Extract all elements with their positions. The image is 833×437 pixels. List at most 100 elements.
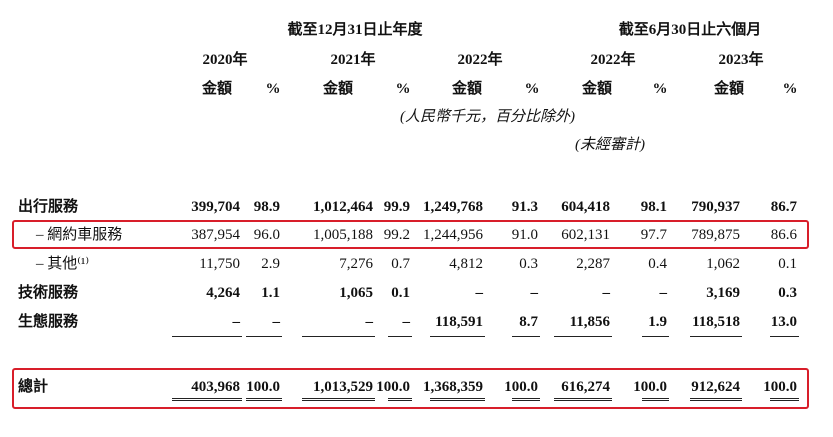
table-cell: 99.9	[383, 199, 410, 215]
table-cell: 1,249,768	[423, 199, 483, 215]
year-header-2023-h1: 2023年	[718, 52, 764, 68]
subtotal-rule	[642, 336, 669, 337]
total-double-rule	[430, 398, 485, 401]
total-cell: 1,368,359	[423, 379, 483, 395]
table-cell: 1,244,956	[423, 227, 483, 243]
table-cell: 4,264	[206, 285, 240, 301]
table-cell: 0.3	[519, 256, 538, 272]
total-cell: 100.0	[504, 379, 538, 395]
unit-note: (人民幣千元，百分比除外)	[400, 109, 575, 125]
total-double-rule	[388, 398, 412, 401]
table-cell: 96.0	[253, 227, 280, 243]
table-cell: –	[365, 314, 374, 330]
subtotal-rule	[690, 336, 742, 337]
table-cell: –	[272, 314, 281, 330]
total-double-rule	[554, 398, 612, 401]
subtotal-rule	[430, 336, 485, 337]
total-double-rule	[770, 398, 799, 401]
table-cell: –	[402, 314, 411, 330]
subtotal-rule	[770, 336, 799, 337]
period-full-year-header: 截至12月31日止年度	[287, 22, 423, 38]
subtotal-rule	[172, 336, 242, 337]
col-amount-2023-h1: 金額	[713, 81, 744, 97]
table-cell: 602,131	[561, 227, 610, 243]
table-cell: 4,812	[449, 256, 483, 272]
year-header-2022: 2022年	[457, 52, 503, 68]
table-cell: 2.9	[261, 256, 280, 272]
total-double-rule	[512, 398, 540, 401]
total-cell: 100.0	[376, 379, 410, 395]
total-label: 總計	[18, 379, 49, 395]
table-cell: 118,518	[692, 314, 740, 330]
table-cell: 1,012,464	[313, 199, 373, 215]
total-cell: 403,968	[191, 379, 240, 395]
highlight-box-ride-hailing	[12, 220, 809, 249]
table-cell: 91.3	[511, 199, 538, 215]
table-cell: –	[475, 285, 484, 301]
period-half-year-header: 截至6月30日止六個月	[618, 22, 762, 38]
row-label: 技術服務	[18, 285, 79, 301]
unaudited-note: (未經審計)	[575, 137, 645, 153]
table-cell: 1,062	[706, 256, 740, 272]
table-cell: 1,065	[339, 285, 373, 301]
total-double-rule	[642, 398, 669, 401]
table-cell: –	[530, 285, 539, 301]
total-double-rule	[246, 398, 282, 401]
table-cell: –	[602, 285, 611, 301]
table-cell: 789,875	[691, 227, 740, 243]
table-cell: 98.9	[253, 199, 280, 215]
table-cell: 8.7	[519, 314, 538, 330]
row-label: – 網約車服務	[36, 227, 123, 243]
table-cell: 1.9	[648, 314, 667, 330]
table-cell: 0.1	[778, 256, 797, 272]
col-pct-2022: %	[524, 81, 540, 97]
total-double-rule	[172, 398, 242, 401]
table-cell: 91.0	[511, 227, 538, 243]
table-cell: 97.7	[640, 227, 667, 243]
col-amount-2020: 金額	[201, 81, 232, 97]
table-cell: 99.2	[383, 227, 410, 243]
col-amount-2021: 金額	[322, 81, 353, 97]
total-cell: 100.0	[763, 379, 797, 395]
table-cell: 98.1	[640, 199, 667, 215]
col-pct-2022-h1: %	[652, 81, 668, 97]
subtotal-rule	[554, 336, 612, 337]
table-cell: –	[659, 285, 668, 301]
table-cell: 790,937	[691, 199, 740, 215]
row-label: – 其他⁽¹⁾	[36, 256, 90, 272]
total-cell: 912,624	[691, 379, 740, 395]
row-label: 出行服務	[18, 199, 79, 215]
table-cell: 604,418	[561, 199, 610, 215]
table-cell: 0.3	[778, 285, 797, 301]
table-cell: 399,704	[191, 199, 240, 215]
table-cell: 0.7	[391, 256, 410, 272]
total-cell: 100.0	[633, 379, 667, 395]
total-double-rule	[690, 398, 742, 401]
subtotal-rule	[302, 336, 375, 337]
row-label: 生態服務	[18, 314, 79, 330]
col-pct-2020: %	[265, 81, 281, 97]
subtotal-rule	[246, 336, 282, 337]
table-cell: 86.6	[770, 227, 797, 243]
col-pct-2021: %	[395, 81, 411, 97]
table-cell: 3,169	[706, 285, 740, 301]
table-cell: 1.1	[261, 285, 280, 301]
col-amount-2022: 金額	[451, 81, 482, 97]
subtotal-rule	[512, 336, 540, 337]
table-cell: 13.0	[770, 314, 797, 330]
table-cell: 387,954	[191, 227, 240, 243]
col-amount-2022-h1: 金額	[581, 81, 612, 97]
total-cell: 100.0	[246, 379, 280, 395]
table-cell: –	[232, 314, 241, 330]
highlight-box-total	[12, 368, 809, 409]
table-cell: 2,287	[576, 256, 610, 272]
table-cell: 0.1	[391, 285, 410, 301]
table-cell: 86.7	[770, 199, 797, 215]
col-pct-2023-h1: %	[782, 81, 798, 97]
year-header-2022-h1: 2022年	[590, 52, 636, 68]
table-cell: 11,856	[569, 314, 610, 330]
year-header-2021: 2021年	[330, 52, 376, 68]
total-cell: 1,013,529	[313, 379, 373, 395]
table-cell: 1,005,188	[313, 227, 373, 243]
table-cell: 0.4	[648, 256, 667, 272]
